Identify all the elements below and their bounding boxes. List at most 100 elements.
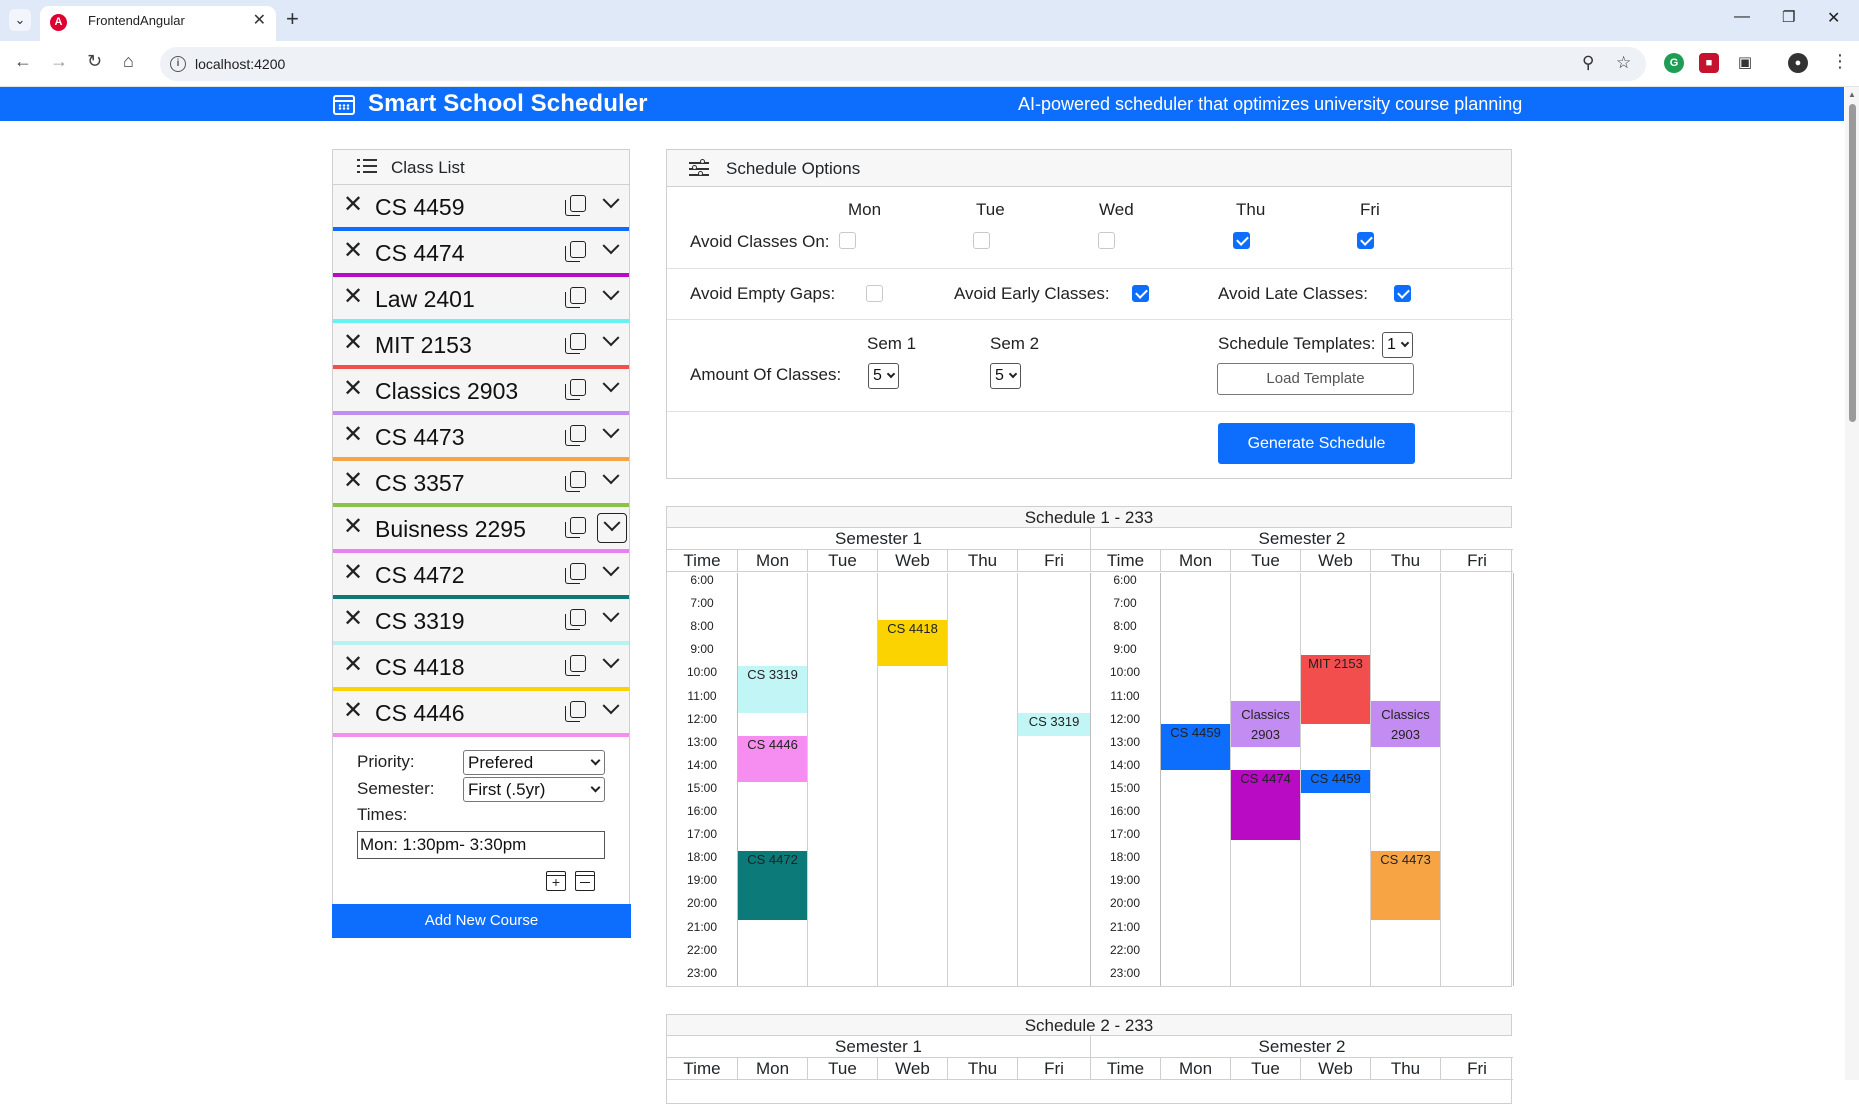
class-block[interactable]: CS 4418: [878, 620, 947, 667]
forward-arrow-icon[interactable]: →: [50, 51, 68, 71]
avoid-wed-checkbox[interactable]: [1098, 232, 1115, 249]
course-row[interactable]: ✕ Classics 2903: [333, 369, 629, 415]
copy-course-icon[interactable]: [565, 287, 586, 308]
avoid-tue-checkbox[interactable]: [973, 232, 990, 249]
class-block[interactable]: CS 4446: [738, 735, 807, 782]
remove-course-icon[interactable]: ✕: [343, 651, 364, 678]
class-block[interactable]: CS 3319: [738, 666, 807, 713]
course-row[interactable]: ✕ CS 3357: [333, 461, 629, 507]
copy-course-icon[interactable]: [565, 333, 586, 354]
copy-course-icon[interactable]: [565, 379, 586, 400]
copy-course-icon[interactable]: [565, 609, 586, 630]
new-tab-plus-icon[interactable]: +: [286, 6, 299, 31]
reload-icon[interactable]: ↻: [87, 51, 103, 71]
course-row[interactable]: ✕ Buisness 2295: [333, 507, 629, 553]
tab-search-chevron-icon[interactable]: ⌄: [9, 9, 31, 31]
remove-course-icon[interactable]: ✕: [343, 697, 364, 724]
expand-chevron-icon[interactable]: [599, 559, 623, 586]
course-row[interactable]: ✕ CS 4473: [333, 415, 629, 461]
site-info-icon[interactable]: i: [170, 56, 186, 72]
copy-course-icon[interactable]: [565, 241, 586, 262]
copy-course-icon[interactable]: [565, 425, 586, 446]
course-row[interactable]: ✕ CS 4459: [333, 185, 629, 231]
remove-course-icon[interactable]: ✕: [343, 237, 364, 264]
expand-chevron-icon[interactable]: [599, 651, 623, 678]
class-block[interactable]: CS 4459: [1161, 724, 1230, 771]
priority-select[interactable]: Prefered: [463, 750, 605, 775]
remove-course-icon[interactable]: ✕: [343, 329, 364, 356]
expand-chevron-icon[interactable]: [599, 283, 623, 310]
copy-course-icon[interactable]: [565, 563, 586, 584]
browser-tab[interactable]: A FrontendAngular ✕: [40, 6, 276, 41]
load-template-button[interactable]: Load Template: [1217, 363, 1414, 395]
shield-extension-icon[interactable]: ■: [1699, 53, 1719, 73]
address-bar[interactable]: i localhost:4200 ⚲ ☆: [160, 47, 1646, 81]
restore-icon[interactable]: ❐: [1782, 9, 1796, 26]
course-row[interactable]: ✕ Law 2401: [333, 277, 629, 323]
scroll-up-arrow-icon[interactable]: ▲: [1848, 90, 1856, 99]
scrollbar-thumb[interactable]: [1849, 104, 1856, 422]
copy-course-icon[interactable]: [565, 195, 586, 216]
copy-course-icon[interactable]: [565, 701, 586, 722]
remove-course-icon[interactable]: ✕: [343, 467, 364, 494]
course-row[interactable]: ✕ MIT 2153: [333, 323, 629, 369]
tab-close-icon[interactable]: ✕: [252, 12, 266, 29]
profile-avatar-icon[interactable]: ●: [1788, 53, 1808, 73]
expand-chevron-icon[interactable]: [599, 697, 623, 724]
remove-course-icon[interactable]: ✕: [343, 191, 364, 218]
browser-menu-icon[interactable]: ⋮: [1831, 51, 1849, 71]
minimize-icon[interactable]: —: [1734, 8, 1750, 25]
class-block[interactable]: Classics 2903: [1231, 701, 1300, 748]
remove-course-icon[interactable]: ✕: [343, 559, 364, 586]
course-row[interactable]: ✕ CS 3319: [333, 599, 629, 645]
avoid-empty-gaps-checkbox[interactable]: [866, 285, 883, 302]
grammarly-extension-icon[interactable]: G: [1664, 53, 1684, 73]
copy-course-icon[interactable]: [565, 655, 586, 676]
add-time-icon[interactable]: [546, 871, 566, 891]
schedule-templates-select[interactable]: 1: [1382, 332, 1413, 358]
avoid-mon-checkbox[interactable]: [839, 232, 856, 249]
home-icon[interactable]: ⌂: [123, 51, 134, 71]
class-block[interactable]: CS 4472: [738, 851, 807, 921]
expand-chevron-icon[interactable]: [599, 329, 623, 356]
class-block[interactable]: CS 4459: [1301, 770, 1370, 794]
expand-chevron-icon[interactable]: [599, 237, 623, 264]
expand-chevron-icon[interactable]: [599, 467, 623, 494]
copy-course-icon[interactable]: [565, 471, 586, 492]
semester-select[interactable]: First (.5yr): [463, 777, 605, 802]
expand-chevron-icon[interactable]: [599, 605, 623, 632]
page-scrollbar[interactable]: ▲: [1845, 87, 1859, 1080]
course-row[interactable]: ✕ CS 4472: [333, 553, 629, 599]
url-text[interactable]: localhost:4200: [195, 56, 286, 72]
avoid-fri-checkbox[interactable]: [1357, 232, 1374, 249]
sem2-amount-select[interactable]: 5: [990, 363, 1021, 389]
copy-course-icon[interactable]: [565, 517, 586, 538]
remove-course-icon[interactable]: ✕: [343, 513, 364, 540]
sem1-amount-select[interactable]: 5: [868, 363, 899, 389]
expand-chevron-icon[interactable]: [599, 421, 623, 448]
class-block[interactable]: MIT 2153: [1301, 654, 1370, 725]
times-input[interactable]: Mon: 1:30pm- 3:30pm: [357, 831, 605, 859]
class-block[interactable]: Classics 2903: [1371, 701, 1440, 748]
add-new-course-button[interactable]: Add New Course: [332, 904, 631, 938]
remove-course-icon[interactable]: ✕: [343, 421, 364, 448]
class-block[interactable]: CS 4474: [1231, 770, 1300, 840]
window-close-icon[interactable]: ✕: [1827, 10, 1841, 27]
generate-schedule-button[interactable]: Generate Schedule: [1218, 423, 1415, 464]
class-block[interactable]: CS 4473: [1371, 851, 1440, 921]
expand-chevron-icon[interactable]: [597, 513, 627, 543]
zoom-icon[interactable]: ⚲: [1582, 53, 1595, 72]
avoid-thu-checkbox[interactable]: [1233, 232, 1250, 249]
remove-course-icon[interactable]: ✕: [343, 375, 364, 402]
avoid-late-classes-checkbox[interactable]: [1394, 285, 1411, 302]
class-block[interactable]: CS 3319: [1018, 712, 1090, 736]
course-row[interactable]: ✕ CS 4474: [333, 231, 629, 277]
bookmark-star-icon[interactable]: ☆: [1616, 53, 1632, 72]
extensions-puzzle-icon[interactable]: ▣: [1735, 53, 1755, 73]
remove-course-icon[interactable]: ✕: [343, 605, 364, 632]
remove-course-icon[interactable]: ✕: [343, 283, 364, 310]
avoid-early-classes-checkbox[interactable]: [1132, 285, 1149, 302]
expand-chevron-icon[interactable]: [599, 375, 623, 402]
course-row[interactable]: ✕ CS 4446: [333, 691, 629, 737]
remove-time-icon[interactable]: [575, 871, 595, 891]
